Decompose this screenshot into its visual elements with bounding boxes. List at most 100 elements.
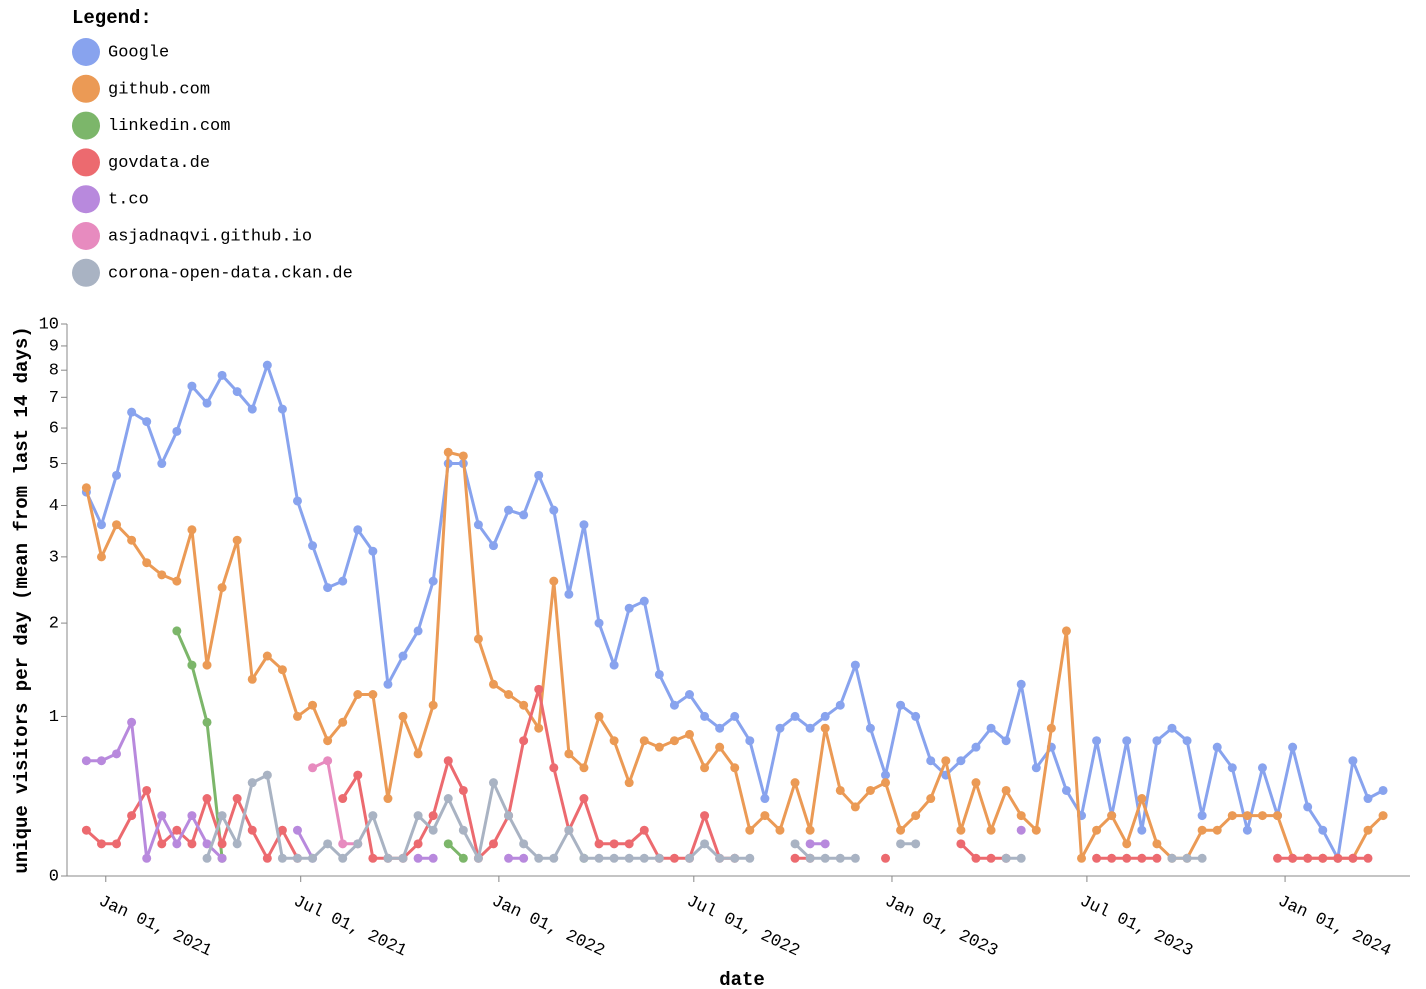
data-point (715, 723, 725, 733)
data-point (1242, 825, 1252, 835)
legend-title: Legend: (72, 7, 152, 29)
y-tick-label: 3 (49, 548, 59, 567)
data-point (986, 853, 996, 863)
data-point (609, 736, 619, 746)
data-point (896, 839, 906, 849)
data-point (368, 689, 378, 699)
data-point (1046, 723, 1056, 733)
x-tick-label: Jan 01, 2023 (882, 892, 1001, 961)
data-point (504, 811, 514, 821)
legend-swatch (72, 111, 100, 140)
data-point (971, 742, 981, 752)
data-point (1016, 811, 1026, 821)
data-point (1167, 723, 1177, 733)
data-point (458, 451, 468, 461)
data-point (1061, 785, 1071, 795)
legend-label: corona-open-data.ckan.de (108, 264, 353, 283)
data-point (986, 825, 996, 835)
data-point (865, 785, 875, 795)
data-point (323, 736, 333, 746)
data-point (519, 736, 529, 746)
y-tick-label: 0 (49, 867, 59, 886)
data-point (835, 700, 845, 710)
data-point (715, 742, 725, 752)
data-point (157, 459, 167, 469)
data-point (81, 825, 91, 835)
y-tick-label: 1 (49, 708, 59, 727)
data-point (217, 811, 227, 821)
data-point (1016, 825, 1026, 835)
data-point (1197, 825, 1207, 835)
legend-swatch (72, 74, 100, 103)
data-point (504, 853, 514, 863)
data-point (1197, 811, 1207, 821)
x-tick-label: Jan 01, 2021 (95, 892, 214, 961)
data-point (730, 711, 740, 721)
data-point (458, 853, 468, 863)
data-point (398, 711, 408, 721)
data-point (926, 794, 936, 804)
data-point (127, 811, 137, 821)
data-point (911, 839, 921, 849)
data-point (700, 711, 710, 721)
data-point (277, 665, 287, 675)
data-point (1092, 853, 1102, 863)
data-point (262, 770, 272, 780)
x-tick-label: Jul 01, 2022 (683, 892, 802, 961)
data-point (609, 839, 619, 849)
y-tick-label: 7 (49, 389, 59, 408)
data-point (81, 756, 91, 766)
legend-label: asjadnaqvi.github.io (108, 227, 312, 246)
data-point (413, 749, 423, 759)
data-point (534, 684, 544, 694)
data-point (202, 839, 212, 849)
data-point (926, 756, 936, 766)
data-point (172, 626, 182, 636)
data-point (850, 853, 860, 863)
data-point (488, 541, 498, 551)
data-point (127, 717, 137, 727)
data-point (202, 660, 212, 670)
data-point (835, 785, 845, 795)
data-point (1152, 736, 1162, 746)
data-point (1137, 825, 1147, 835)
data-point (202, 398, 212, 408)
data-point (1107, 811, 1117, 821)
y-tick-label: 5 (49, 455, 59, 474)
legend-swatch (72, 38, 100, 66)
y-tick-label: 10 (39, 315, 59, 334)
data-point (549, 505, 559, 515)
data-point (413, 839, 423, 849)
data-point (398, 853, 408, 863)
data-point (1273, 853, 1283, 863)
legend-label: github.com (108, 80, 210, 99)
data-point (277, 825, 287, 835)
data-point (534, 470, 544, 480)
data-point (112, 470, 122, 480)
data-point (1016, 679, 1026, 689)
data-point (1152, 839, 1162, 849)
data-point (292, 711, 302, 721)
data-point (896, 700, 906, 710)
data-point (639, 736, 649, 746)
data-point (579, 763, 589, 773)
data-point (81, 483, 91, 493)
data-point (775, 825, 785, 835)
data-point (1212, 825, 1222, 835)
data-point (519, 853, 529, 863)
data-point (1122, 853, 1132, 863)
data-point (639, 825, 649, 835)
data-point (96, 839, 106, 849)
data-point (308, 853, 318, 863)
data-point (247, 674, 257, 684)
data-point (1333, 853, 1343, 863)
data-point (247, 825, 257, 835)
legend-swatch (72, 258, 100, 287)
data-point (820, 839, 830, 849)
data-point (1107, 853, 1117, 863)
data-point (820, 853, 830, 863)
data-point (669, 736, 679, 746)
y-tick-label: 9 (49, 337, 59, 356)
data-point (669, 700, 679, 710)
legend-label: govdata.de (108, 154, 210, 173)
